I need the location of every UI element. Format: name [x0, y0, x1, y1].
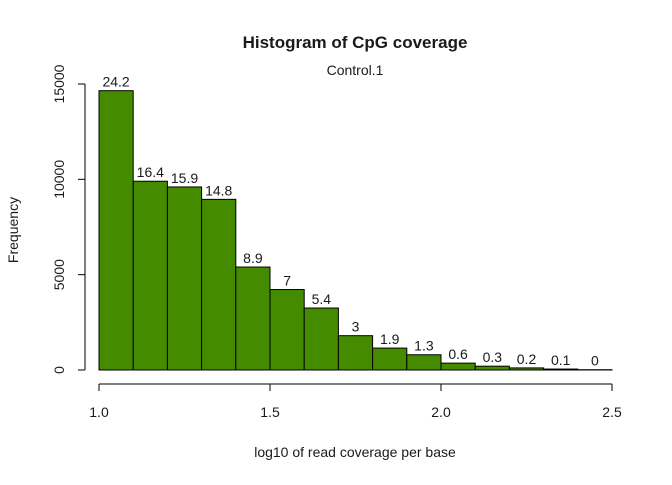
bar-data-label: 1.3	[414, 338, 434, 354]
x-tick-label: 1.0	[89, 404, 109, 420]
x-tick-label: 2.5	[602, 404, 622, 420]
histogram-bar	[202, 199, 236, 370]
bar-data-label: 0.1	[551, 352, 571, 368]
y-axis: 0 5000 10000 15000	[51, 64, 85, 374]
bar-data-label: 0.6	[448, 346, 468, 362]
bar-data-label: 0.3	[483, 349, 503, 365]
bar-data-label: 15.9	[171, 170, 198, 186]
histogram-bar	[338, 336, 372, 370]
x-axis-label: log10 of read coverage per base	[254, 444, 456, 460]
bar-data-label: 1.9	[380, 331, 400, 347]
bar-data-label: 3	[352, 319, 360, 335]
histogram-bar	[304, 308, 338, 370]
bar-data-label: 5.4	[312, 291, 332, 307]
bar-data-label: 8.9	[243, 250, 263, 266]
chart-title: Histogram of CpG coverage	[243, 33, 468, 52]
histogram-bar	[373, 348, 407, 370]
bar-data-label: 14.8	[205, 182, 232, 198]
x-tick-label: 1.5	[260, 404, 280, 420]
chart-subtitle: Control.1	[327, 62, 384, 78]
y-tick-label: 0	[51, 366, 67, 374]
histogram-bar	[270, 290, 304, 370]
y-tick-label: 10000	[51, 160, 67, 199]
y-tick-label: 5000	[51, 259, 67, 290]
histogram-bar	[441, 363, 475, 370]
bar-data-label: 0.2	[517, 351, 537, 367]
x-axis: 1.0 1.5 2.0 2.5	[89, 384, 622, 420]
histogram-bar	[236, 267, 270, 370]
histogram-bar	[475, 366, 509, 370]
bar-data-label: 7	[283, 273, 291, 289]
y-axis-label: Frequency	[5, 197, 21, 263]
histogram-bar	[407, 355, 441, 370]
bar-data-label: 16.4	[137, 164, 164, 180]
histogram-bar	[167, 187, 201, 370]
y-tick-label: 15000	[51, 64, 67, 103]
histogram-bar	[99, 91, 133, 370]
histogram-bar	[544, 369, 578, 370]
histogram-bar	[133, 181, 167, 370]
bar-data-label: 0	[591, 353, 599, 369]
x-tick-label: 2.0	[431, 404, 451, 420]
histogram-bar	[509, 368, 543, 370]
bar-data-label: 24.2	[102, 74, 129, 90]
